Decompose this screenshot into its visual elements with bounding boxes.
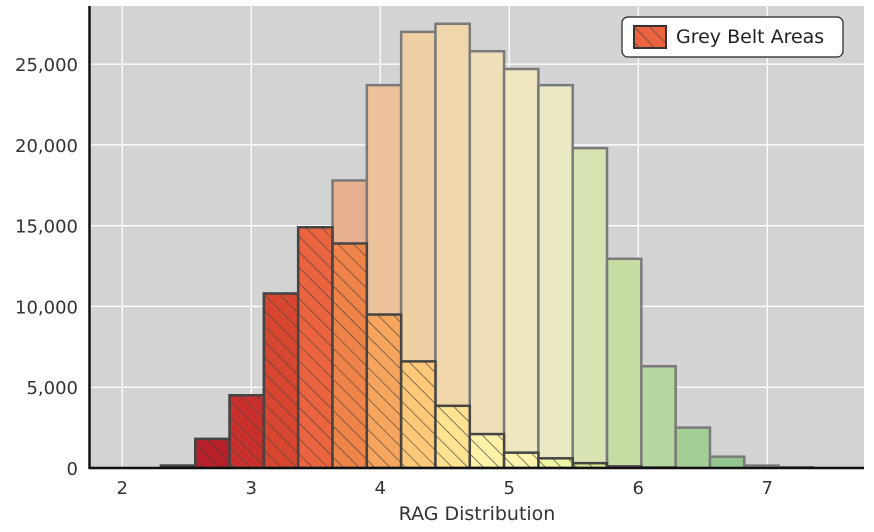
x-tick-labels: 2 3 4 5 6 7 [117, 478, 773, 499]
background-bar [571, 146, 609, 468]
y-tick-label: 20,000 [15, 136, 78, 157]
legend-label-grey-belt-areas: Grey Belt Areas [676, 26, 824, 48]
background-bar [434, 22, 472, 468]
background-bar [502, 67, 540, 468]
background-bar [605, 257, 643, 468]
y-tick-label: 5,000 [26, 378, 78, 399]
highlight-bar-hatch [229, 395, 264, 468]
x-tick-label: 2 [117, 478, 128, 499]
highlight-bar-hatch [263, 293, 299, 468]
highlight-bar-hatch [572, 463, 608, 468]
highlight-bar-hatch [401, 361, 436, 468]
y-tick-label: 25,000 [15, 55, 78, 76]
y-tick-labels: 0 5,000 10,000 15,000 20,000 25,000 [15, 55, 78, 480]
background-bar [640, 364, 677, 468]
legend-box [621, 16, 844, 58]
background-bar [674, 426, 712, 468]
x-axis-title: RAG Distribution [399, 503, 556, 525]
x-tick-label: 4 [375, 478, 386, 499]
highlight-bar-hatch [538, 458, 573, 468]
background-bar [537, 83, 574, 468]
highlight-bar-hatch [435, 405, 470, 468]
highlight-bar-hatch [332, 243, 367, 468]
y-tick-label: 15,000 [15, 217, 78, 238]
x-tick-label: 6 [633, 478, 644, 499]
background-bar [708, 455, 746, 468]
highlight-bar-hatch [504, 452, 539, 468]
legend-swatch-hatch [634, 26, 666, 48]
highlight-bar-hatch [366, 314, 402, 468]
background-bar [468, 49, 506, 468]
highlight-bar-hatch [298, 227, 333, 468]
x-tick-label: 3 [246, 478, 257, 499]
highlight-bar-hatch [469, 434, 505, 468]
x-tick-label: 5 [504, 478, 515, 499]
y-tick-label: 0 [67, 459, 78, 480]
highlight-bar-hatch [195, 438, 230, 468]
x-tick-label: 7 [762, 478, 773, 499]
legend: Grey Belt Areas [621, 16, 844, 58]
y-tick-label: 10,000 [15, 297, 78, 318]
